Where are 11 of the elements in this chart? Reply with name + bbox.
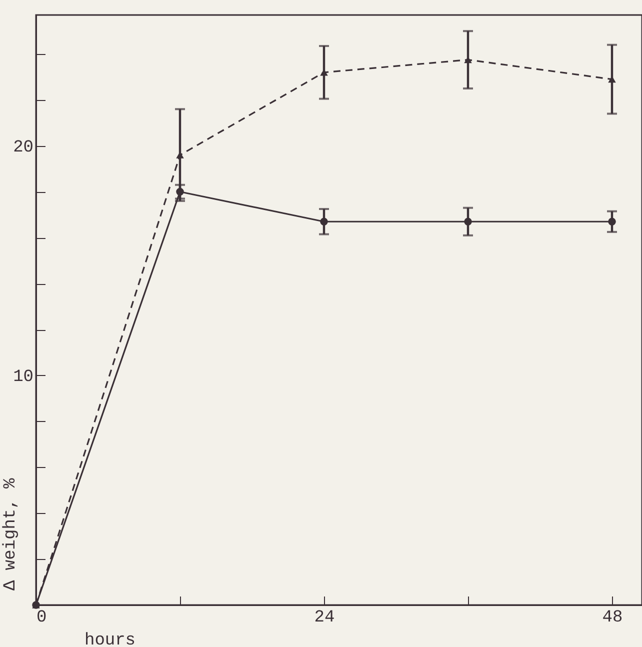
point xyxy=(176,188,184,196)
point xyxy=(464,218,472,226)
point xyxy=(320,218,328,226)
point xyxy=(608,218,616,226)
x-axis-title: hours xyxy=(84,632,136,647)
x-tick-label: 48 xyxy=(602,608,623,628)
y-axis-title: Δ weight, % xyxy=(2,477,20,590)
y-tick-label: 20 xyxy=(13,138,34,158)
x-tick-label: 24 xyxy=(314,608,335,628)
x-tick-label: 0 xyxy=(36,608,47,628)
y-tick-label: 10 xyxy=(13,368,34,387)
